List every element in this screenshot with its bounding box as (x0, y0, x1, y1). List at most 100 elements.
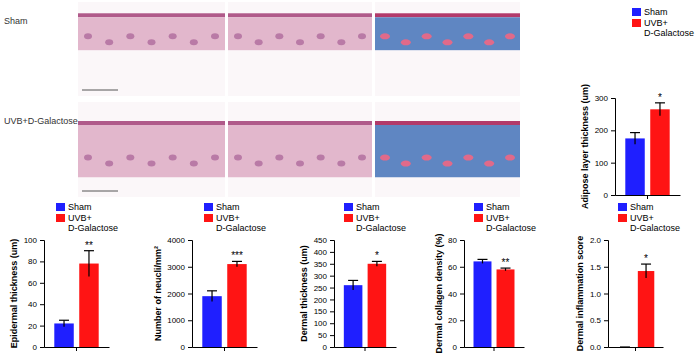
legend-label: UVB+D-Galactose (216, 213, 266, 233)
y-tick: 100 (24, 236, 44, 245)
x-tick (365, 347, 366, 351)
legend-label: Sham (68, 202, 92, 212)
x-axis (335, 347, 397, 351)
y-tick: 350 (314, 260, 334, 269)
bar (344, 285, 363, 347)
row-label: UVB+D-Galactose (4, 116, 78, 126)
error-bar (348, 280, 358, 290)
y-tick-label: 0 (323, 343, 328, 352)
y-tick-mark (330, 240, 334, 241)
y-tick: 250 (314, 284, 334, 293)
y-tick: 150 (314, 307, 334, 316)
bar-chart: 0.00.51.01.52.0Dermal inflammation score… (575, 202, 680, 352)
legend-label: UVB+D-Galactose (68, 213, 118, 233)
error-cap (59, 320, 69, 321)
y-axis-line (330, 241, 335, 348)
legend-swatch (618, 214, 627, 222)
follicle (358, 33, 366, 39)
y-tick-label: 2.0 (590, 236, 602, 245)
legend-line: D-Galactose (630, 223, 680, 233)
follicle (422, 155, 432, 161)
legend: ShamUVB+D-Galactose (618, 202, 680, 233)
error-bar (372, 261, 382, 266)
legend-swatch (56, 214, 65, 222)
y-tick-label: 60 (448, 263, 457, 272)
bar (638, 271, 654, 347)
follicle (358, 155, 366, 161)
y-tick: 300 (314, 272, 334, 281)
legend-line: Sham (216, 202, 240, 212)
legend-line: Sham (630, 202, 654, 212)
error-bar (207, 291, 217, 302)
epidermis (78, 121, 225, 125)
bar-chart: 020406080100Epidermal thickness (um)**Sh… (9, 202, 118, 352)
bar (617, 347, 633, 348)
epidermis (375, 121, 520, 125)
y-tick: 40 (448, 290, 464, 299)
follicle (105, 161, 113, 167)
y-tick-mark (611, 163, 615, 164)
legend-swatch (344, 214, 353, 222)
y-tick: 0 (181, 343, 192, 352)
y-axis-title: Adipose layer thickness (um) (580, 84, 590, 209)
follicle (463, 33, 473, 39)
legend-swatch (474, 214, 483, 222)
y-tick-mark (330, 288, 334, 289)
significance: *** (231, 250, 243, 261)
row-label: Sham (4, 16, 28, 26)
x-tick-mark (76, 347, 77, 351)
follicle (126, 155, 134, 161)
error-cap (620, 346, 630, 347)
legend-line: D-Galactose (68, 223, 118, 233)
plot-area (344, 261, 386, 347)
x-tick-mark (224, 347, 225, 351)
y-axis: 0100200300 (595, 94, 616, 200)
y-tick: 1.5 (590, 263, 608, 272)
x-tick (494, 347, 495, 351)
y-tick-label: 20 (28, 322, 37, 331)
bar-chart: 020406080Dermal collagen density (%)**Sh… (434, 202, 536, 354)
legend-line: D-Galactose (486, 223, 536, 233)
epidermis (228, 13, 372, 17)
bar (227, 264, 246, 347)
y-tick-mark (188, 240, 192, 241)
x-axis (616, 195, 681, 199)
follicle (296, 161, 304, 167)
legend-label: Sham (356, 202, 380, 212)
legend-line: UVB+ (216, 213, 240, 223)
follicle (234, 33, 242, 39)
legend-line: UVB+ (644, 18, 668, 28)
y-tick-label: 150 (314, 307, 328, 316)
y-tick-label: 0 (181, 343, 186, 352)
follicle (148, 161, 156, 167)
y-tick: 300 (595, 94, 615, 103)
error-stem (63, 320, 64, 326)
follicle (169, 155, 177, 161)
y-tick-mark (40, 304, 44, 305)
y-tick: 80 (448, 236, 464, 245)
y-tick-label: 0 (604, 191, 609, 200)
legend-swatch (632, 19, 641, 27)
y-tick-label: 300 (595, 94, 609, 103)
dermis (78, 125, 225, 177)
panel-bg (228, 102, 372, 197)
panel-bg (228, 2, 372, 96)
follicle (211, 33, 219, 39)
error-bar (630, 133, 640, 145)
legend-line: UVB+ (356, 213, 380, 223)
epidermis (228, 121, 372, 125)
legend-line: D-Galactose (644, 28, 694, 38)
epidermis (375, 13, 520, 17)
y-tick-label: 60 (28, 279, 37, 288)
error-cap (348, 280, 358, 281)
y-tick-mark (40, 347, 44, 348)
y-tick-mark (330, 347, 334, 348)
y-tick-label: 1.5 (590, 263, 602, 272)
y-tick: 200 (314, 296, 334, 305)
y-tick: 60 (28, 279, 44, 288)
error-bar (620, 347, 630, 348)
follicle (443, 161, 453, 167)
error-cap (630, 132, 640, 133)
y-tick-mark (188, 320, 192, 321)
y-tick: 20 (28, 322, 44, 331)
